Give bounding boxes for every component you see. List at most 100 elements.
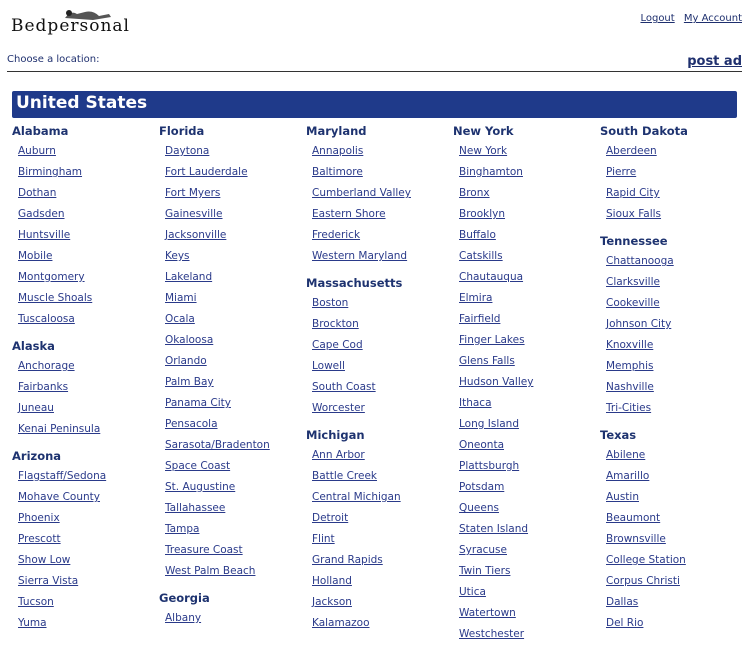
city-link[interactable]: Kenai Peninsula <box>18 423 101 435</box>
city-link[interactable]: Lakeland <box>165 271 213 283</box>
city-link[interactable]: Oneonta <box>459 439 505 451</box>
city-link[interactable]: Westchester <box>459 628 525 640</box>
city-link[interactable]: Okaloosa <box>165 334 214 346</box>
city-link[interactable]: Fairbanks <box>18 381 69 393</box>
city-link[interactable]: Western Maryland <box>312 250 408 262</box>
city-link[interactable]: Staten Island <box>459 523 529 535</box>
city-link[interactable]: Tampa <box>165 523 200 535</box>
city-link[interactable]: Auburn <box>18 145 56 157</box>
logout-link[interactable]: Logout <box>640 13 675 24</box>
city-link[interactable]: Brooklyn <box>459 208 506 220</box>
city-link[interactable]: Amarillo <box>606 470 650 482</box>
city-link[interactable]: Palm Bay <box>165 376 214 388</box>
city-link[interactable]: Hudson Valley <box>459 376 534 388</box>
city-link[interactable]: Show Low <box>18 554 71 566</box>
city-link[interactable]: Detroit <box>312 512 349 524</box>
city-link[interactable]: Buffalo <box>459 229 496 241</box>
city-link[interactable]: Tri-Cities <box>606 402 652 414</box>
city-link[interactable]: Birmingham <box>18 166 83 178</box>
city-link[interactable]: Long Island <box>459 418 519 430</box>
city-link[interactable]: Lowell <box>312 360 345 372</box>
city-link[interactable]: Brownsville <box>606 533 666 545</box>
city-link[interactable]: Fort Myers <box>165 187 221 199</box>
post-ad-link[interactable]: post ad <box>687 54 742 69</box>
city-link[interactable]: Beaumont <box>606 512 661 524</box>
city-link[interactable]: Cookeville <box>606 297 660 309</box>
city-link[interactable]: Boston <box>312 297 349 309</box>
city-link[interactable]: Fort Lauderdale <box>165 166 248 178</box>
city-link[interactable]: Phoenix <box>18 512 60 524</box>
city-link[interactable]: Chattanooga <box>606 255 674 267</box>
logo[interactable]: Bedpersonal <box>11 8 161 36</box>
city-link[interactable]: New York <box>459 145 508 157</box>
city-link[interactable]: Binghamton <box>459 166 523 178</box>
city-link[interactable]: Elmira <box>459 292 493 304</box>
city-link[interactable]: Anchorage <box>18 360 75 372</box>
city-link[interactable]: Muscle Shoals <box>18 292 93 304</box>
city-link[interactable]: Mohave County <box>18 491 100 503</box>
city-link[interactable]: Austin <box>606 491 639 503</box>
city-link[interactable]: Knoxville <box>606 339 654 351</box>
city-link[interactable]: Miami <box>165 292 197 304</box>
city-link[interactable]: Del Rio <box>606 617 644 629</box>
city-link[interactable]: Frederick <box>312 229 361 241</box>
city-link[interactable]: Jackson <box>312 596 352 608</box>
city-link[interactable]: Jacksonville <box>165 229 227 241</box>
city-link[interactable]: Flagstaff/Sedona <box>18 470 107 482</box>
city-link[interactable]: Pierre <box>606 166 637 178</box>
city-link[interactable]: Grand Rapids <box>312 554 383 566</box>
city-link[interactable]: Montgomery <box>18 271 85 283</box>
city-link[interactable]: Yuma <box>18 617 47 629</box>
city-link[interactable]: Glens Falls <box>459 355 515 367</box>
city-link[interactable]: Brockton <box>312 318 359 330</box>
city-link[interactable]: Rapid City <box>606 187 660 199</box>
city-link[interactable]: Battle Creek <box>312 470 378 482</box>
city-link[interactable]: Aberdeen <box>606 145 657 157</box>
city-link[interactable]: Baltimore <box>312 166 363 178</box>
city-link[interactable]: Abilene <box>606 449 646 461</box>
city-link[interactable]: Space Coast <box>165 460 231 472</box>
city-link[interactable]: Ithaca <box>459 397 492 409</box>
city-link[interactable]: Corpus Christi <box>606 575 680 587</box>
city-link[interactable]: College Station <box>606 554 686 566</box>
city-link[interactable]: Worcester <box>312 402 365 414</box>
city-link[interactable]: Keys <box>165 250 190 262</box>
city-link[interactable]: Central Michigan <box>312 491 401 503</box>
city-link[interactable]: Tuscaloosa <box>18 313 75 325</box>
city-link[interactable]: Kalamazoo <box>312 617 370 629</box>
city-link[interactable]: Ann Arbor <box>312 449 365 461</box>
city-link[interactable]: Finger Lakes <box>459 334 525 346</box>
city-link[interactable]: Dallas <box>606 596 639 608</box>
city-link[interactable]: Treasure Coast <box>165 544 243 556</box>
city-link[interactable]: Ocala <box>165 313 195 325</box>
city-link[interactable]: Watertown <box>459 607 516 619</box>
city-link[interactable]: Flint <box>312 533 335 545</box>
city-link[interactable]: Cumberland Valley <box>312 187 411 199</box>
city-link[interactable]: Clarksville <box>606 276 660 288</box>
city-link[interactable]: Sarasota/Bradenton <box>165 439 270 451</box>
city-link[interactable]: Catskills <box>459 250 503 262</box>
city-link[interactable]: Queens <box>459 502 499 514</box>
city-link[interactable]: West Palm Beach <box>165 565 256 577</box>
city-link[interactable]: Huntsville <box>18 229 71 241</box>
city-link[interactable]: Syracuse <box>459 544 507 556</box>
city-link[interactable]: Gadsden <box>18 208 65 220</box>
city-link[interactable]: Holland <box>312 575 352 587</box>
city-link[interactable]: Fairfield <box>459 313 501 325</box>
city-link[interactable]: Nashville <box>606 381 654 393</box>
city-link[interactable]: Dothan <box>18 187 57 199</box>
city-link[interactable]: Sioux Falls <box>606 208 662 220</box>
city-link[interactable]: Chautauqua <box>459 271 524 283</box>
city-link[interactable]: Utica <box>459 586 486 598</box>
city-link[interactable]: Sierra Vista <box>18 575 79 587</box>
city-link[interactable]: Tucson <box>18 596 54 608</box>
city-link[interactable]: Prescott <box>18 533 61 545</box>
city-link[interactable]: Panama City <box>165 397 231 409</box>
city-link[interactable]: Orlando <box>165 355 207 367</box>
city-link[interactable]: Mobile <box>18 250 53 262</box>
city-link[interactable]: Eastern Shore <box>312 208 386 220</box>
city-link[interactable]: Tallahassee <box>165 502 226 514</box>
city-link[interactable]: St. Augustine <box>165 481 236 493</box>
city-link[interactable]: Memphis <box>606 360 654 372</box>
city-link[interactable]: Bronx <box>459 187 490 199</box>
